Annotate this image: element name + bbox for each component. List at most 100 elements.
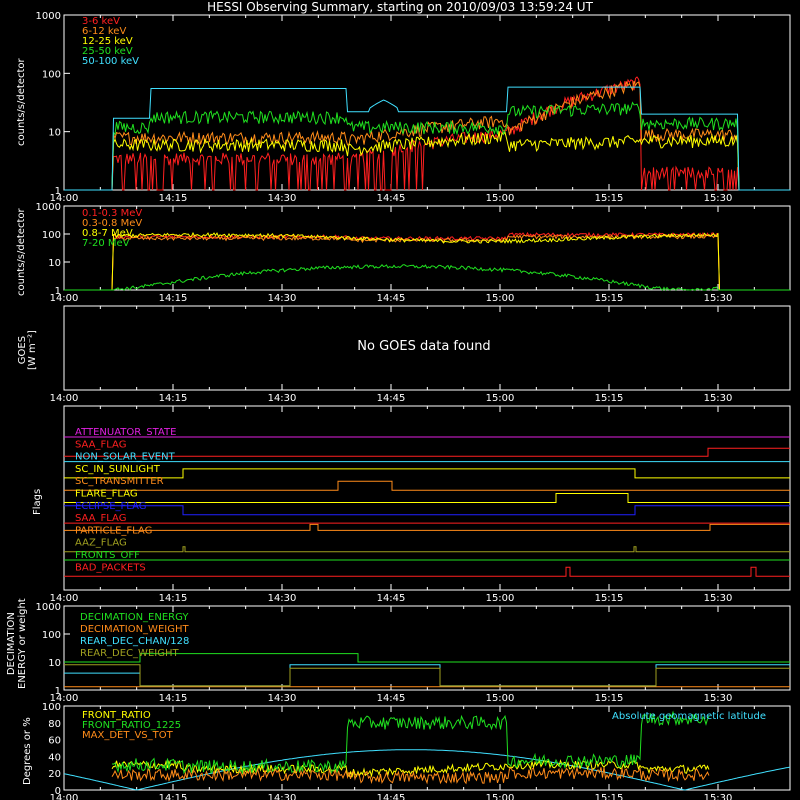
series-line-50-100 keV [64,86,790,191]
x-tick-label: 15:00 [486,193,515,204]
series-line-7-20 MeV [64,264,790,291]
y-tick-label: 100 [42,630,61,641]
x-tick-label: 15:15 [595,693,624,704]
panel-2-frame [63,205,791,291]
y-tick-label: 10 [48,128,61,139]
x-tick-label: 15:30 [704,293,733,304]
flag-label: AAZ_FLAG [75,538,127,549]
x-tick-label: 14:45 [377,693,406,704]
x-tick-label: 14:45 [377,293,406,304]
y-tick-label: 10 [48,658,61,669]
x-tick-label: 15:30 [704,693,733,704]
x-tick-label: 15:15 [595,293,624,304]
x-tick-label: 14:00 [50,393,79,404]
y-tick-label: 0 [55,786,61,797]
series-line-rear-dec-weight [64,664,790,687]
series-line-geomagnetic-latitude [63,749,791,791]
x-tick-label: 15:15 [595,793,624,800]
y-tick-label: 10 [48,258,61,269]
legend-label: REAR_DEC_CHAN/128 [80,636,189,647]
series-line-0.1-0.3 MeV [64,231,790,291]
legend-label: 3-6 keV [82,16,120,27]
y-tick-label: 1000 [36,11,61,22]
x-tick-label: 14:30 [268,593,297,604]
x-tick-label: 14:00 [50,593,79,604]
flag-label: SAA_FLAG [75,439,126,450]
y-tick-label: 1 [55,686,61,697]
x-tick-label: 15:30 [704,593,733,604]
x-tick-label: 15:15 [595,593,624,604]
x-tick-label: 14:15 [159,593,188,604]
series-line-max-det-vs-tot [111,766,710,785]
x-tick-label: 14:30 [268,293,297,304]
x-tick-label: 15:00 [486,293,515,304]
x-tick-label: 14:30 [268,193,297,204]
chart-title: HESSI Observing Summary, starting on 201… [207,0,593,14]
flag-line-aaz_flag [64,546,790,553]
x-tick-label: 14:30 [268,793,297,800]
flag-label: FLARE_FLAG [75,489,138,500]
x-tick-label: 14:15 [159,793,188,800]
y-tick-label: 80 [48,719,61,730]
legend-label: 12-25 keV [82,36,133,47]
legend-label: 25-50 keV [82,46,133,57]
x-tick-label: 14:15 [159,393,188,404]
series-line-front-ratio-1225 [111,710,710,775]
legend-label: DECIMATION_WEIGHT [80,624,189,635]
legend-label: 7-20 MeV [82,238,130,249]
flag-label: SAA_FLAG [75,513,126,524]
series-line-decimation-energy [64,653,790,663]
x-tick-label: 15:30 [704,793,733,800]
legend-label: FRONT_RATIO_1225 [82,720,181,731]
flag-line-bad_packets [64,566,790,577]
y-tick-label: 20 [48,769,61,780]
series-line-12-25 keV [64,131,790,191]
flag-label: NON_SOLAR_EVENT [75,452,176,463]
x-tick-label: 14:30 [268,693,297,704]
flag-label: BAD_PACKETS [75,562,146,573]
y-tick-label: 60 [48,736,61,747]
x-tick-label: 14:00 [50,293,79,304]
x-tick-label: 14:45 [377,793,406,800]
y-tick-label: 1000 [36,202,61,213]
y-tick-label: 1000 [36,602,61,613]
legend-label: 0.8-7 MeV [82,228,133,239]
legend-label: 0.3-0.8 MeV [82,218,142,229]
legend-label: MAX_DET_VS_TOT [82,730,174,741]
x-tick-label: 14:00 [50,693,79,704]
x-tick-label: 15:00 [486,593,515,604]
y-tick-label: 100 [42,230,61,241]
y-tick-label: 100 [42,69,61,80]
x-tick-label: 15:30 [704,193,733,204]
x-tick-label: 15:30 [704,393,733,404]
x-tick-label: 14:30 [268,393,297,404]
flag-label: ATTENUATOR_STATE [75,427,176,438]
flag-line-saa_flag [64,447,790,457]
series-line-25-50 keV [64,101,790,191]
legend-label: DECIMATION_ENERGY [80,612,189,623]
legend-label: Absolute geomagnetic latitude [612,711,766,722]
x-tick-label: 15:00 [486,793,515,800]
flag-line-sc_transmitter [64,480,790,491]
no-goes-message: No GOES data found [357,339,490,354]
flag-line-particle_flag [64,523,790,531]
flag-line-flare_flag [64,493,790,503]
x-tick-label: 15:00 [486,393,515,404]
x-tick-label: 14:00 [50,193,79,204]
series-line-0.8-7 MeV [64,231,790,291]
x-tick-label: 14:45 [377,393,406,404]
x-tick-label: 15:15 [595,393,624,404]
x-tick-label: 14:15 [159,693,188,704]
x-tick-label: 14:45 [377,193,406,204]
x-tick-label: 14:45 [377,593,406,604]
y-tick-label: 40 [48,752,61,763]
legend-label: FRONT_RATIO [82,710,151,721]
y-tick-label: 1 [55,186,61,197]
legend-label: 0.1-0.3 MeV [82,208,142,219]
y-tick-label: 100 [42,702,61,713]
series-line-6-12 keV [64,80,790,191]
y-tick-label: 1 [55,286,61,297]
x-tick-label: 14:15 [159,293,188,304]
legend-label: 6-12 keV [82,26,126,37]
